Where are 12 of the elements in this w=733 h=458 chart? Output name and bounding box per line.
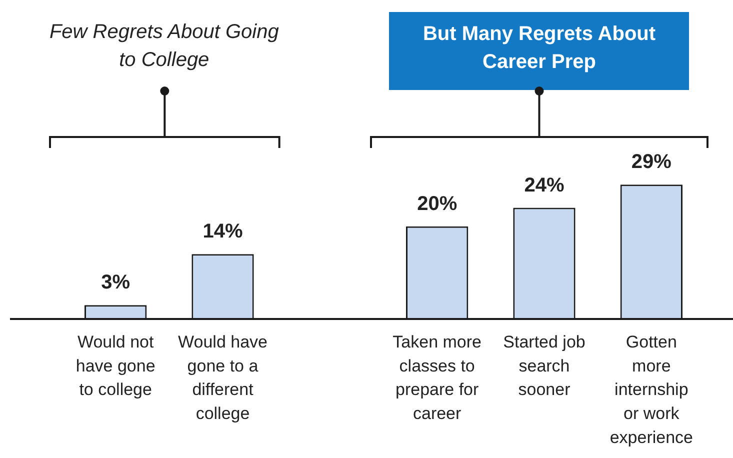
data-label: 29% bbox=[631, 151, 672, 174]
x-tick-label: Would have gone to a different college bbox=[178, 332, 268, 423]
data-label: 3% bbox=[101, 272, 130, 294]
x-tick-label: Taken more classes to prepare for career bbox=[392, 332, 482, 423]
data-label: 20% bbox=[417, 192, 458, 215]
x-tick-label: Would not have gone to college bbox=[76, 332, 156, 400]
x-tick-label: Gotten more internship or work experience bbox=[610, 332, 694, 447]
data-label: 14% bbox=[202, 220, 243, 243]
x-tick-label: Started job search sooner bbox=[503, 332, 586, 400]
text: Few Regrets About Going to College bbox=[48, 20, 280, 73]
text: But Many Regrets About Career Prep bbox=[389, 12, 690, 90]
data-label: 24% bbox=[524, 174, 564, 196]
